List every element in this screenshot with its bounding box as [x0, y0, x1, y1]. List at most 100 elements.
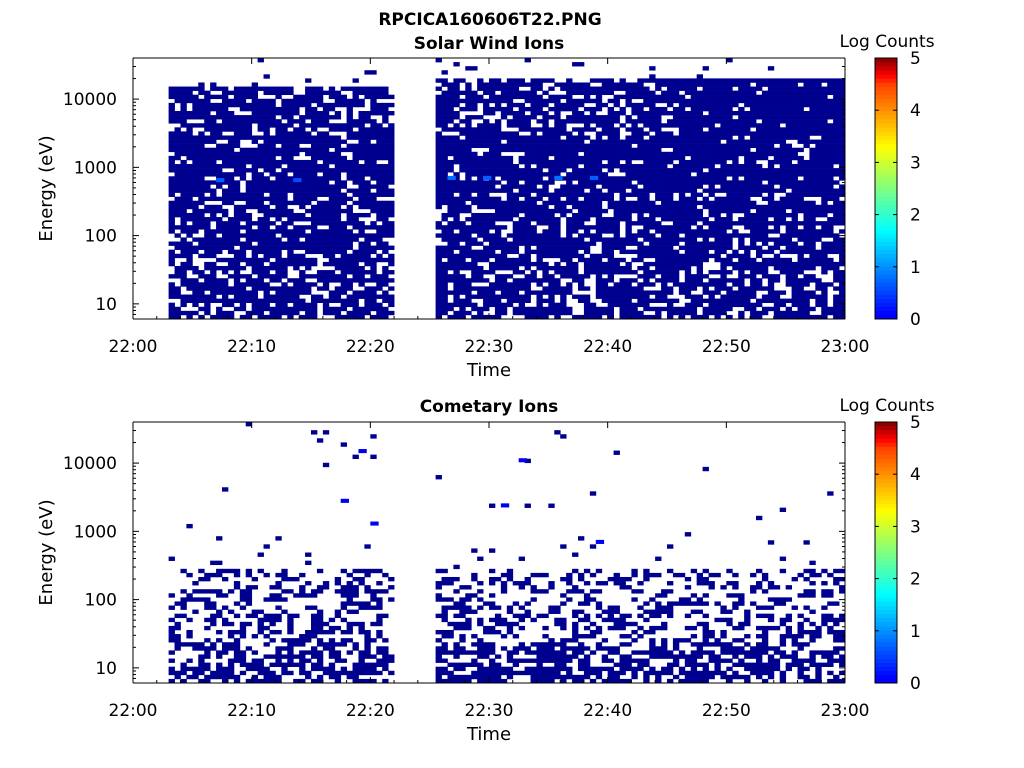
heatmap-cell — [655, 225, 662, 230]
heatmap-cell — [216, 278, 223, 283]
heatmap-cell — [542, 278, 549, 283]
heatmap-cell — [631, 135, 638, 140]
heatmap-cell — [797, 102, 804, 108]
heatmap-cell — [483, 119, 490, 124]
heatmap-cell — [293, 119, 300, 124]
heatmap-cell — [239, 86, 247, 91]
heatmap-cell — [607, 119, 614, 124]
heatmap-cell — [809, 172, 816, 177]
heatmap-cell — [779, 241, 787, 246]
heatmap-cell — [619, 143, 626, 149]
heatmap-cell — [447, 274, 454, 279]
heatmap-cell — [595, 278, 603, 283]
heatmap-cell — [227, 200, 235, 206]
heatmap-cell — [358, 98, 365, 104]
heatmap-cell — [382, 294, 389, 299]
heatmap-cell — [364, 131, 371, 136]
heatmap-cell — [803, 135, 810, 140]
heatmap-cell — [524, 180, 531, 185]
heatmap-cell — [305, 176, 312, 181]
heatmap-cell — [459, 78, 466, 83]
heatmap-cell — [216, 123, 223, 128]
heatmap-cell — [655, 298, 662, 303]
heatmap-cell — [328, 261, 336, 267]
heatmap-cell — [702, 159, 709, 165]
heatmap-cell — [316, 217, 324, 222]
heatmap-cell — [667, 82, 674, 87]
heatmap-cell — [684, 159, 692, 165]
heatmap-cell — [376, 200, 383, 206]
heatmap-cell — [560, 123, 567, 128]
heatmap-cell — [322, 102, 330, 108]
heatmap-cell — [833, 245, 840, 250]
heatmap-cell — [334, 168, 342, 173]
heatmap-cell — [750, 257, 757, 263]
heatmap-cell — [459, 290, 466, 295]
heatmap-cell — [708, 233, 715, 238]
heatmap-cell — [785, 86, 792, 91]
heatmap-cell — [518, 257, 525, 263]
heatmap-cell — [655, 257, 662, 263]
heatmap-cell — [744, 306, 751, 312]
heatmap-cell — [216, 131, 223, 136]
heatmap-cell — [494, 310, 502, 316]
heatmap-cell — [257, 314, 264, 320]
heatmap-cell — [275, 176, 282, 181]
heatmap-cell — [370, 298, 377, 303]
heatmap-cell — [340, 94, 347, 100]
heatmap-cell — [572, 221, 579, 226]
heatmap-cell — [797, 261, 804, 267]
heatmap-cell — [174, 212, 181, 218]
heatmap-cell — [785, 168, 792, 173]
heatmap-cell — [702, 249, 709, 255]
heatmap-cell — [524, 249, 531, 255]
heatmap-cell — [245, 168, 253, 173]
heatmap-cell — [833, 278, 840, 283]
heatmap-cell — [471, 164, 478, 169]
heatmap-cell — [388, 102, 395, 108]
heatmap-cell — [465, 143, 472, 149]
heatmap-cell — [364, 147, 371, 153]
heatmap-cell — [578, 135, 585, 140]
heatmap-cell — [839, 286, 846, 291]
heatmap-cell — [287, 241, 294, 246]
heatmap-cell — [257, 282, 264, 287]
heatmap-cell — [554, 188, 561, 193]
heatmap-cell — [572, 217, 579, 222]
heatmap-cell — [518, 261, 525, 267]
heatmap-cell — [447, 180, 454, 185]
heatmap-cell — [198, 111, 205, 116]
heatmap-cell — [684, 245, 692, 250]
heatmap-cell — [578, 253, 585, 259]
heatmap-cell — [756, 184, 763, 189]
heatmap-cell — [530, 135, 537, 140]
heatmap-cell — [512, 164, 520, 169]
heatmap-cell — [773, 290, 781, 295]
heatmap-cell — [726, 233, 733, 238]
heatmap-cell — [767, 147, 775, 153]
heatmap-cell — [435, 94, 442, 100]
heatmap-cell — [833, 102, 840, 108]
heatmap-cell — [281, 265, 288, 271]
heatmap-cell — [346, 127, 353, 132]
heatmap-cell — [328, 135, 336, 140]
heatmap-cell — [293, 225, 300, 230]
heatmap-cell — [779, 176, 787, 181]
heatmap-cell — [239, 212, 247, 218]
heatmap-cell — [708, 106, 715, 112]
heatmap-cell — [388, 151, 395, 157]
heatmap-cell — [667, 102, 674, 108]
heatmap-cell — [311, 306, 318, 312]
heatmap-cell — [447, 188, 454, 193]
heatmap-cell — [714, 180, 721, 185]
heatmap-cell — [447, 265, 454, 271]
heatmap-cell — [370, 261, 377, 267]
heatmap-cell — [827, 86, 834, 91]
heatmap-cell — [560, 208, 567, 214]
heatmap-cell — [204, 261, 211, 267]
heatmap-cell — [530, 225, 537, 230]
heatmap-cell — [281, 298, 288, 303]
heatmap-cell — [489, 159, 496, 165]
heatmap-cell — [275, 123, 282, 128]
heatmap-cell — [702, 229, 709, 234]
